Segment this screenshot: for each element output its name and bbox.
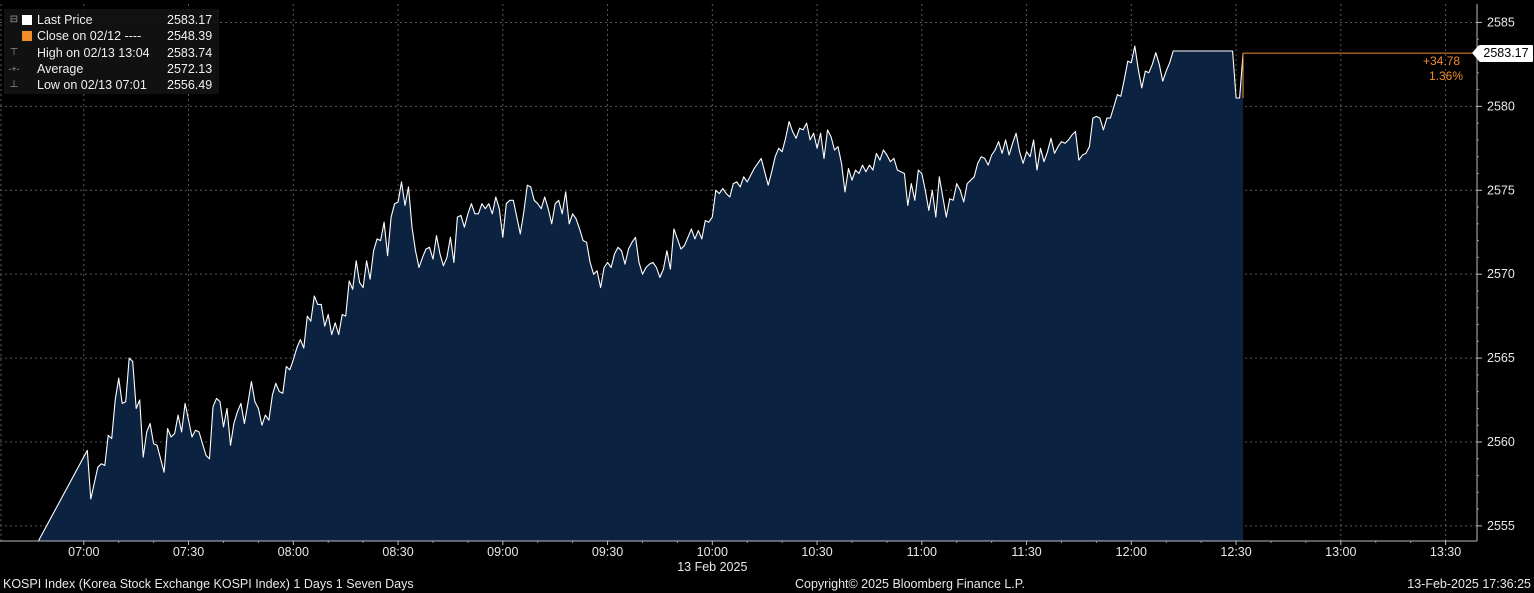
legend-label: Last Price <box>37 13 93 27</box>
x-tick-label: 13:00 <box>1325 545 1356 559</box>
last-price-swatch <box>22 15 32 25</box>
timestamp: 13-Feb-2025 17:36:25 <box>1407 577 1531 591</box>
legend-label: Average <box>37 61 84 76</box>
y-tick-label: 2555 <box>1487 519 1515 533</box>
x-tick-label: 11:30 <box>1011 545 1041 559</box>
legend-value: 2572.13 <box>167 61 213 76</box>
legend-item-close[interactable]: Close on 02/12 ---- 2548.39 <box>4 28 219 44</box>
dashed-line-icon: ---- <box>124 29 142 44</box>
legend-value: 2583.17 <box>167 13 213 27</box>
low-marker-icon: ⊥ <box>9 79 19 91</box>
close-swatch <box>22 31 32 42</box>
x-tick-label: 08:00 <box>278 545 309 559</box>
price-series-line <box>37 45 1244 542</box>
legend-value: 2583.74 <box>167 45 213 60</box>
collapse-icon[interactable]: ⊟ <box>9 14 19 25</box>
x-tick-label: 12:30 <box>1220 545 1251 559</box>
legend-label: Close on 02/12 ---- <box>37 28 141 44</box>
change-absolute: +34.78 <box>1423 54 1461 68</box>
x-axis-date-label: 13 Feb 2025 <box>677 560 747 574</box>
security-description: KOSPI Index (Korea Stock Exchange KOSPI … <box>3 577 414 591</box>
x-tick-label: 08:30 <box>382 545 413 559</box>
legend-value: 2556.49 <box>167 78 213 93</box>
price-area-fill <box>38 46 1244 541</box>
y-tick-label: 2580 <box>1487 99 1515 113</box>
y-tick-label: 2570 <box>1487 267 1515 281</box>
change-percent: 1.36% <box>1429 68 1464 83</box>
x-tick-label: 09:30 <box>592 545 623 559</box>
x-tick-label: 11:00 <box>907 545 937 559</box>
high-marker-icon: ⊤ <box>9 46 19 58</box>
average-marker-icon: -+- <box>8 63 20 74</box>
copyright-text: Copyright© 2025 Bloomberg Finance L.P. <box>795 577 1025 591</box>
legend-label-text: Close on 02/12 <box>37 29 122 44</box>
x-tick-label: 07:00 <box>68 545 99 559</box>
x-tick-label: 09:00 <box>487 545 518 559</box>
x-tick-label: 07:30 <box>173 545 204 559</box>
change-annotation: +34.78 1.36% <box>1423 54 1463 83</box>
x-tick-label: 10:00 <box>697 545 728 559</box>
y-tick-label: 2560 <box>1487 435 1515 449</box>
legend-value: 2548.39 <box>167 29 213 44</box>
legend-item-low[interactable]: ⊥ Low on 02/13 07:01 2556.49 <box>4 77 219 93</box>
y-tick-label: 2565 <box>1487 351 1515 365</box>
chart-tick-labels: 07:00 07:30 08:00 08:30 09:00 09:30 10:00 10:30… <box>68 15 1515 574</box>
legend-panel: ⊟ Last Price 2583.17 Close on 02/12 ----… <box>4 9 219 94</box>
x-tick-label: 13:30 <box>1430 545 1461 559</box>
y-tick-label: 2585 <box>1487 15 1515 29</box>
legend-item-last-price[interactable]: ⊟ Last Price 2583.17 <box>4 12 219 28</box>
x-tick-label: 10:30 <box>801 545 832 559</box>
x-tick-label: 12:00 <box>1116 545 1147 559</box>
legend-item-average[interactable]: -+- Average 2572.13 <box>4 61 219 77</box>
last-price-tag: 2583.17 <box>1472 45 1533 62</box>
legend-label: High on 02/13 13:04 <box>37 45 150 60</box>
chart-axes <box>0 4 1482 545</box>
legend-label: Low on 02/13 07:01 <box>37 78 147 93</box>
y-tick-label: 2575 <box>1487 183 1515 197</box>
legend-item-high[interactable]: ⊤ High on 02/13 13:04 2583.74 <box>4 45 219 61</box>
